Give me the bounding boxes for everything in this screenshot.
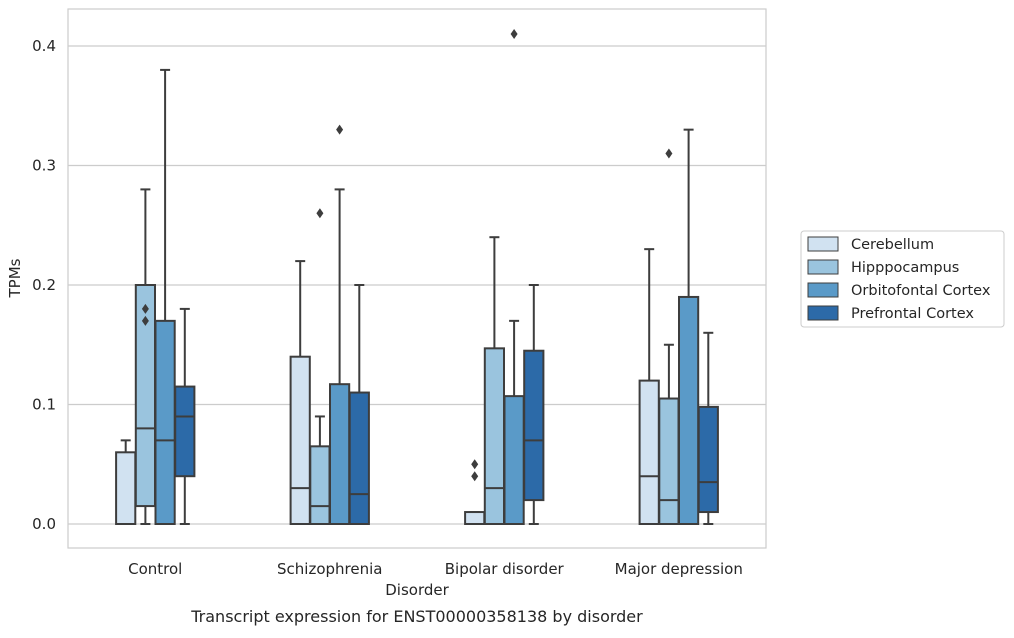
legend-swatch-2: [807, 282, 839, 298]
box-3-0: [174, 307, 196, 525]
box-1-2: [483, 236, 505, 525]
box-body: [483, 347, 505, 525]
y-tick-label-1: 0.1: [32, 396, 56, 414]
box-body: [678, 295, 700, 526]
box-3-1: [348, 284, 370, 525]
boxes: [115, 29, 719, 526]
x-tick-label-1: Schizophrenia: [277, 560, 382, 578]
legend-swatch-1: [807, 259, 839, 275]
chart-caption: Transcript expression for ENST0000035813…: [190, 607, 643, 626]
outlier-0: [471, 471, 479, 482]
y-tick-label-4: 0.4: [32, 37, 56, 55]
y-tick-label-0: 0.0: [32, 515, 56, 533]
box-body: [697, 405, 719, 514]
x-tick-label-3: Major depression: [615, 560, 743, 578]
box-body: [348, 391, 370, 525]
box-body: [309, 445, 331, 526]
outlier-0: [336, 124, 344, 135]
x-tick-label-0: Control: [128, 560, 182, 578]
box-body: [523, 349, 545, 502]
box-3-2: [523, 284, 545, 525]
box-body: [154, 319, 176, 525]
box-body: [658, 397, 680, 525]
box-0-3: [638, 248, 660, 525]
y-tick-label-3: 0.3: [32, 157, 56, 175]
box-body: [289, 355, 311, 526]
legend-label-0: Cerebellum: [851, 237, 934, 253]
legend: Cerebellum Hipppocampus Orbitofontal Corte…: [800, 230, 1005, 328]
legend-swatch-3: [807, 305, 839, 321]
y-tick-label-2: 0.2: [32, 276, 56, 294]
x-axis-label: Disorder: [385, 581, 449, 599]
outlier-0: [141, 315, 149, 326]
x-tick-label-2: Bipolar disorder: [445, 560, 565, 578]
legend-label-1: Hipppocampus: [851, 260, 959, 276]
box-body: [174, 385, 196, 478]
outlier-0: [665, 148, 673, 159]
legend-label-2: Orbitofontal Cortex: [851, 283, 991, 299]
legend-label-3: Prefrontal Cortex: [851, 306, 974, 322]
plot-area-frame: [67, 8, 767, 549]
box-body: [329, 383, 351, 525]
y-axis-label: TPMs: [6, 258, 24, 298]
outlier-1: [141, 303, 149, 314]
box-1-0: [134, 188, 157, 525]
outlier-1: [471, 459, 479, 470]
outlier-0: [510, 29, 518, 40]
box-0-1: [289, 260, 311, 526]
x-tick-labels: Control Schizophrenia Bipolar disorder Majo…: [128, 560, 743, 578]
box-body: [503, 395, 525, 526]
legend-swatch-0: [807, 236, 839, 252]
box-body: [464, 511, 486, 525]
legend-frame: [800, 230, 1005, 328]
box-body: [115, 451, 137, 525]
box-3-3: [697, 331, 719, 525]
box-body: [638, 379, 660, 525]
box-0-0: [115, 439, 137, 525]
y-tick-labels: 0.0 0.1 0.2 0.3 0.4: [32, 37, 56, 533]
outlier-0: [316, 208, 324, 219]
